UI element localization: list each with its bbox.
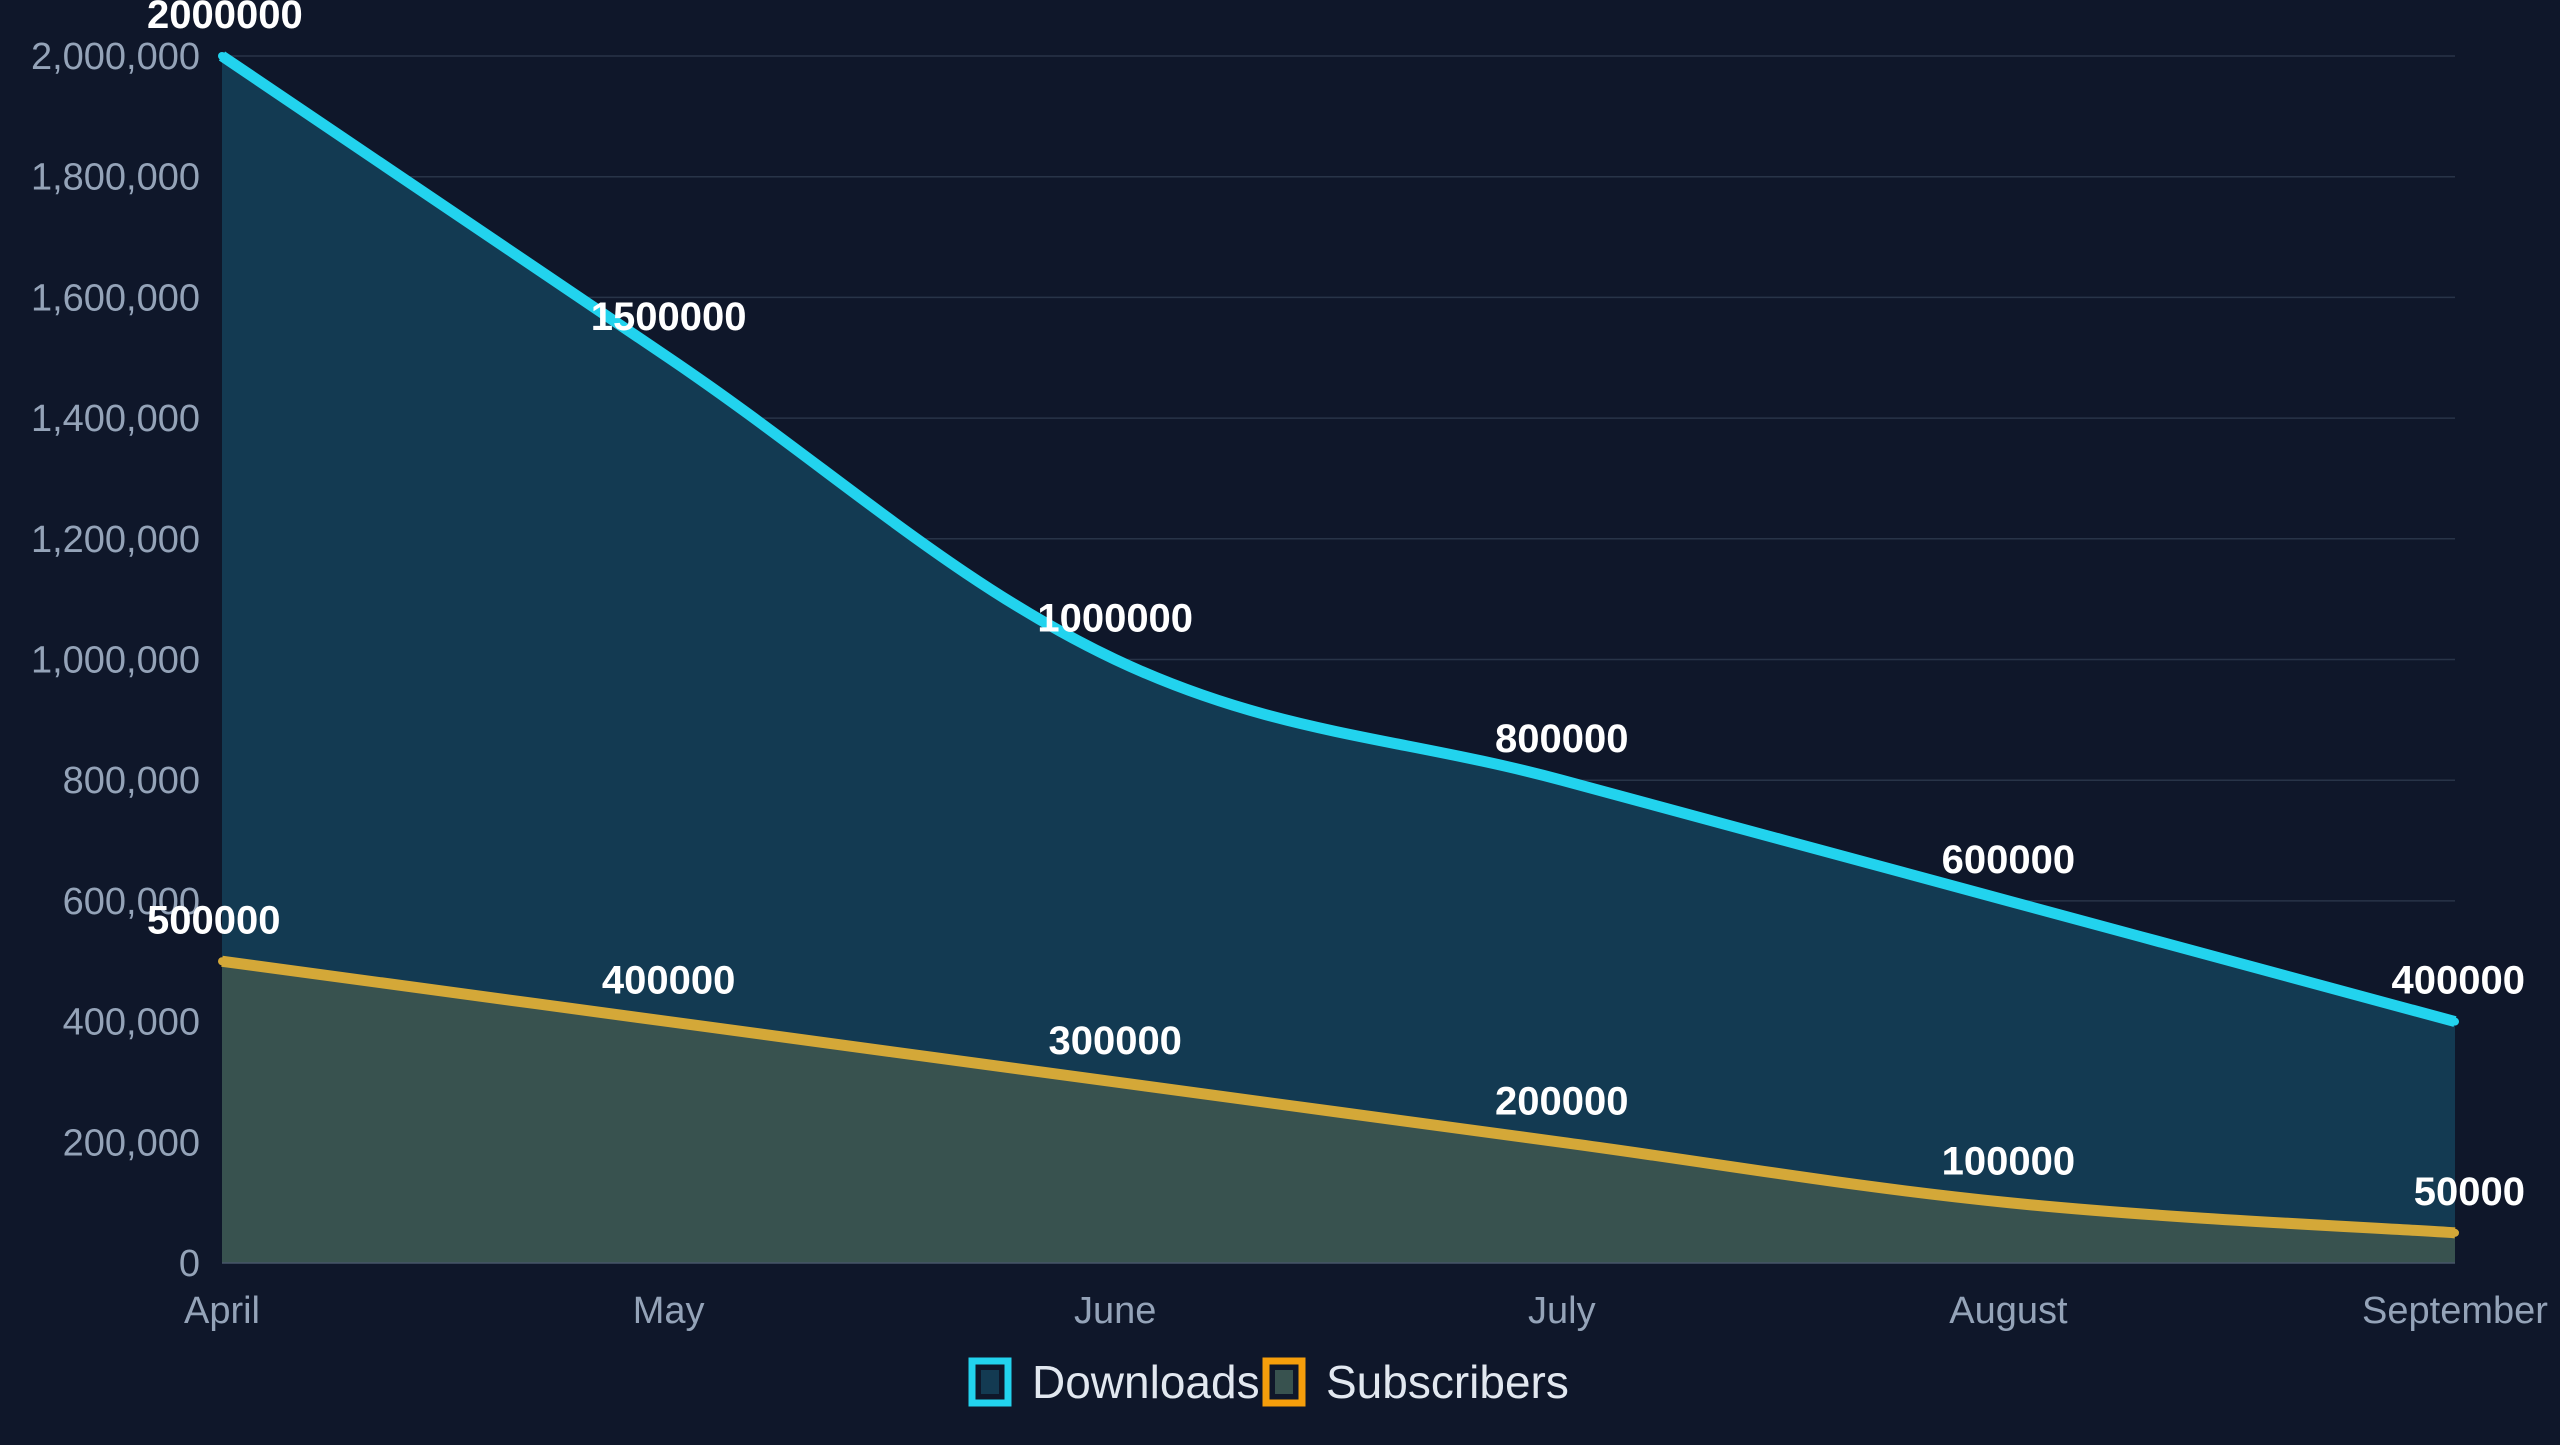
data-point bbox=[1557, 776, 1566, 785]
x-tick-label: September bbox=[2362, 1290, 2548, 1332]
data-label: 2000000 bbox=[147, 0, 303, 37]
legend-item-downloads[interactable]: Downloads bbox=[968, 1356, 1260, 1408]
data-label: 600000 bbox=[1942, 838, 2075, 882]
data-point bbox=[2004, 896, 2013, 905]
y-axis: 0 200,000 400,000 600,000 800,000 1,000,000 1,… bbox=[31, 36, 200, 1285]
legend-swatch-fill bbox=[1275, 1370, 1293, 1394]
data-point bbox=[2451, 1228, 2459, 1237]
data-point bbox=[1557, 1138, 1566, 1147]
y-tick-label: 1,000,000 bbox=[31, 640, 200, 682]
data-label: 1000000 bbox=[1037, 597, 1193, 641]
y-tick-label: 200,000 bbox=[63, 1122, 200, 1164]
legend-item-subscribers[interactable]: Subscribers bbox=[1262, 1356, 1569, 1408]
series-area-downloads bbox=[222, 56, 2455, 1263]
data-label: 400000 bbox=[602, 959, 735, 1003]
legend-swatch-fill bbox=[981, 1370, 999, 1394]
legend: Downloads Subscribers bbox=[968, 1356, 1569, 1408]
y-tick-label: 1,800,000 bbox=[31, 157, 200, 199]
data-point bbox=[1111, 1077, 1120, 1086]
series-line-downloads bbox=[218, 51, 2457, 1027]
series-lines bbox=[218, 51, 2459, 1239]
data-point bbox=[2004, 1198, 2013, 1207]
data-label: 200000 bbox=[1495, 1079, 1628, 1123]
data-label: 800000 bbox=[1495, 717, 1628, 761]
data-point bbox=[218, 52, 226, 60]
x-tick-label: June bbox=[1074, 1290, 1156, 1332]
data-label: 400000 bbox=[2392, 959, 2525, 1003]
data-label: 100000 bbox=[1942, 1140, 2075, 1184]
y-tick-label: 0 bbox=[179, 1243, 200, 1285]
y-tick-label: 1,600,000 bbox=[31, 277, 200, 319]
legend-label: Downloads bbox=[1032, 1356, 1260, 1408]
x-tick-label: August bbox=[1949, 1290, 2068, 1332]
legend-label: Subscribers bbox=[1326, 1356, 1569, 1408]
x-axis: April May June July August September bbox=[184, 1262, 2548, 1332]
data-labels: 2000000 1500000 1000000 800000 600000 400000 5… bbox=[147, 0, 2525, 1214]
y-tick-label: 400,000 bbox=[63, 1002, 200, 1044]
x-tick-label: April bbox=[184, 1290, 260, 1332]
y-tick-label: 1,200,000 bbox=[31, 519, 200, 561]
data-label: 500000 bbox=[147, 898, 280, 942]
x-tick-label: July bbox=[1528, 1290, 1596, 1332]
y-tick-label: 2,000,000 bbox=[31, 36, 200, 78]
data-label: 50000 bbox=[2414, 1170, 2525, 1214]
y-tick-label: 600,000 bbox=[63, 881, 200, 923]
data-label: 300000 bbox=[1048, 1019, 1181, 1063]
data-point bbox=[218, 957, 226, 966]
data-point bbox=[664, 353, 673, 362]
x-tick-label: May bbox=[633, 1290, 705, 1332]
data-point bbox=[1111, 655, 1120, 664]
data-point bbox=[2451, 1017, 2459, 1026]
y-tick-label: 1,400,000 bbox=[31, 398, 200, 440]
data-point bbox=[664, 1017, 673, 1026]
y-tick-label: 800,000 bbox=[63, 760, 200, 802]
data-label: 1500000 bbox=[591, 295, 747, 339]
series-line-subscribers bbox=[221, 955, 2456, 1239]
